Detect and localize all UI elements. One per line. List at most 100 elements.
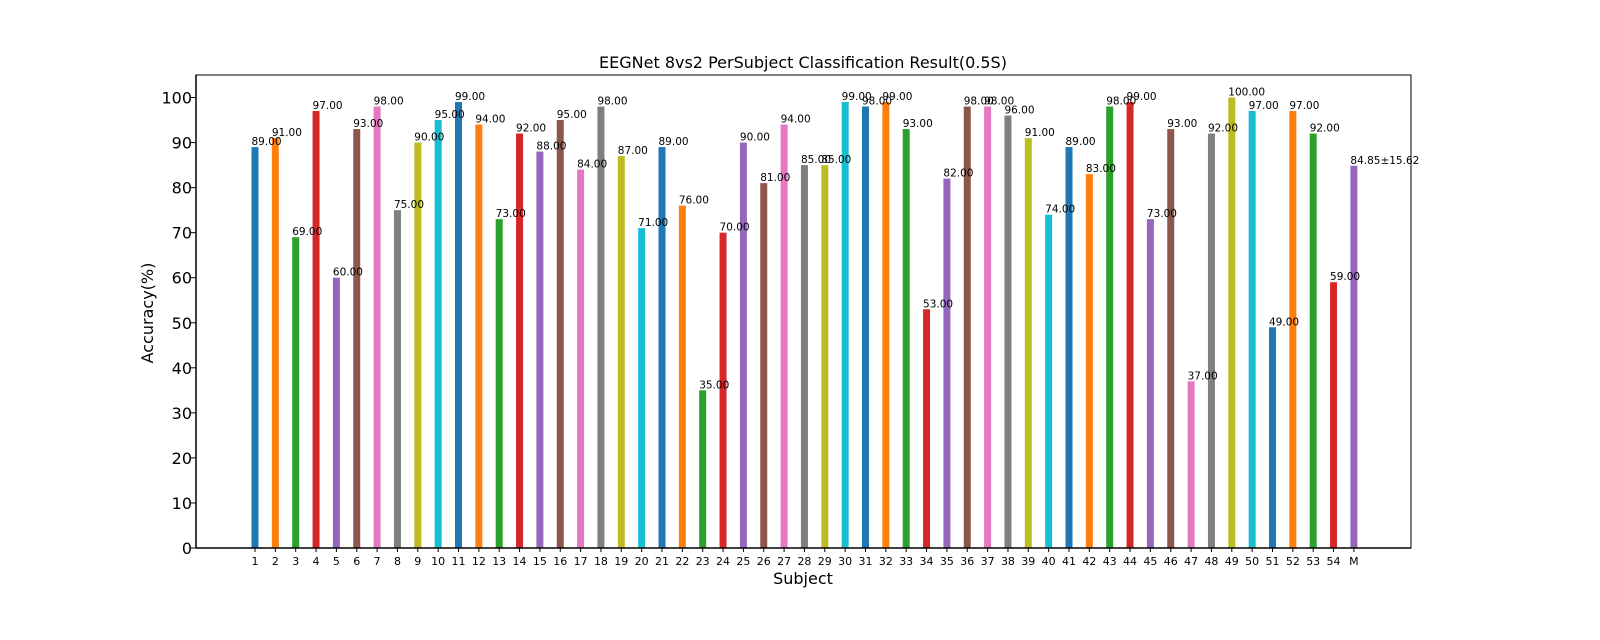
x-tick-label-34: 34	[920, 555, 934, 568]
data-label-32: 99.00	[882, 91, 912, 103]
data-label-47: 37.00	[1188, 370, 1218, 382]
x-tick-label-37: 37	[981, 555, 995, 568]
data-label-26: 81.00	[760, 172, 790, 184]
x-tick-label-20: 20	[635, 555, 649, 568]
bar-40	[1045, 214, 1053, 548]
data-label-14: 92.00	[516, 123, 546, 135]
data-label-2: 91.00	[272, 127, 302, 139]
data-label-21: 89.00	[659, 136, 689, 148]
data-label-13: 73.00	[496, 208, 526, 220]
data-label-39: 91.00	[1025, 127, 1055, 139]
x-tick-label-40: 40	[1042, 555, 1056, 568]
bar-21	[658, 147, 666, 548]
x-tick-label-18: 18	[594, 555, 608, 568]
x-tick-label-47: 47	[1184, 555, 1198, 568]
x-tick-label-16: 16	[553, 555, 567, 568]
data-label-24: 70.00	[720, 222, 750, 234]
data-label-3: 69.00	[292, 226, 322, 238]
data-label-28: 85.00	[801, 154, 831, 166]
x-tick-label-38: 38	[1001, 555, 1015, 568]
bar-48	[1207, 133, 1215, 548]
bar-42	[1085, 174, 1093, 548]
data-label-36: 98.00	[964, 96, 994, 108]
x-tick-label-42: 42	[1082, 555, 1096, 568]
bar-6	[353, 129, 361, 548]
y-tick-label-50: 50	[172, 314, 192, 333]
data-label-51: 49.00	[1269, 316, 1299, 328]
data-label-44: 99.00	[1127, 91, 1157, 103]
y-tick-label-20: 20	[172, 449, 192, 468]
data-label-16: 95.00	[557, 109, 587, 121]
x-tick-label-25: 25	[736, 555, 750, 568]
data-label-31: 98.00	[862, 96, 892, 108]
data-label-22: 76.00	[679, 195, 709, 207]
x-tick-label-10: 10	[431, 555, 445, 568]
x-tick-label-36: 36	[960, 555, 974, 568]
bar-4	[312, 111, 320, 548]
bar-35	[943, 178, 951, 549]
data-label-5: 60.00	[333, 267, 363, 279]
bar-37	[984, 106, 992, 548]
x-tick-label-19: 19	[614, 555, 628, 568]
bar-5	[332, 277, 340, 548]
x-tick-label-50: 50	[1245, 555, 1259, 568]
x-tick-label-29: 29	[818, 555, 832, 568]
data-label-54: 59.00	[1330, 271, 1360, 283]
x-axis-ticks: 1 2 3 4 5 6 7 8 9 10 11 12 13 14 15 16 17 18 19 20 21 22 23 24 2…	[252, 548, 1359, 568]
bar-17	[577, 169, 585, 548]
bar-26	[760, 183, 768, 549]
bar-19	[617, 156, 625, 548]
data-label-15: 88.00	[536, 141, 566, 153]
y-tick-label-80: 80	[172, 179, 192, 198]
bar-45	[1146, 219, 1154, 548]
x-tick-label-7: 7	[374, 555, 381, 568]
x-tick-label-2: 2	[272, 555, 279, 568]
data-label-41: 89.00	[1066, 136, 1096, 148]
x-tick-label-11: 11	[452, 555, 466, 568]
data-label-43: 98.00	[1106, 96, 1136, 108]
x-tick-label-35: 35	[940, 555, 954, 568]
data-label-46: 93.00	[1167, 118, 1197, 130]
data-label-19: 87.00	[618, 145, 648, 157]
data-label-7: 98.00	[374, 96, 404, 108]
y-tick-label-60: 60	[172, 269, 192, 288]
x-tick-label-12: 12	[472, 555, 486, 568]
data-label-42: 83.00	[1086, 163, 1116, 175]
bar-43	[1106, 106, 1114, 548]
bar-49	[1228, 97, 1236, 549]
x-tick-label-53: 53	[1306, 555, 1320, 568]
bar-18	[597, 106, 605, 548]
y-tick-label-30: 30	[172, 404, 192, 423]
y-tick-label-40: 40	[172, 359, 192, 378]
x-tick-label-13: 13	[492, 555, 506, 568]
y-tick-label-0: 0	[182, 539, 192, 558]
bar-13	[495, 219, 503, 548]
bar-53	[1309, 133, 1317, 548]
bar-34	[923, 309, 931, 548]
data-label-37: 98.00	[984, 96, 1014, 108]
data-label-34: 53.00	[923, 298, 953, 310]
y-axis-ticks: 0 10 20 30 40 50 60 70 80 90 100	[161, 89, 196, 558]
data-label-12: 94.00	[475, 114, 505, 126]
data-label-38: 96.00	[1004, 105, 1034, 117]
x-tick-label-9: 9	[414, 555, 421, 568]
x-tick-label-8: 8	[394, 555, 401, 568]
x-tick-label-M: M	[1349, 555, 1359, 568]
bar-15	[536, 151, 544, 548]
y-tick-label-10: 10	[172, 494, 192, 513]
x-tick-label-49: 49	[1225, 555, 1239, 568]
data-labels: 89.0091.0069.0097.0060.0093.0098.0075.00…	[252, 87, 1420, 392]
x-tick-label-22: 22	[675, 555, 689, 568]
x-tick-label-5: 5	[333, 555, 340, 568]
bar-36	[963, 106, 971, 548]
data-label-40: 74.00	[1045, 204, 1075, 216]
bar-25	[739, 142, 747, 548]
bar-2	[271, 138, 279, 548]
x-tick-label-3: 3	[292, 555, 299, 568]
x-tick-label-27: 27	[777, 555, 791, 568]
data-label-9: 90.00	[414, 132, 444, 144]
data-label-1: 89.00	[252, 136, 282, 148]
data-label-10: 95.00	[435, 109, 465, 121]
